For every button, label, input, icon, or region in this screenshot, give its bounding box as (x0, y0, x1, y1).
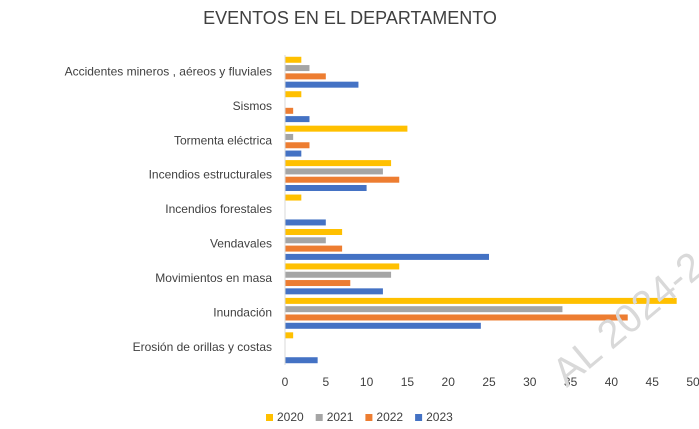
bar (285, 81, 359, 88)
bar (285, 306, 563, 313)
bar (285, 322, 481, 329)
bar (285, 91, 302, 98)
bar (285, 107, 294, 114)
bar (285, 219, 326, 226)
bar (285, 160, 392, 167)
bar (285, 65, 310, 72)
x-tick-label: 20 (442, 375, 456, 389)
x-tick-label: 50 (686, 375, 699, 389)
y-tick-label: Incendios forestales (165, 202, 272, 216)
x-tick-label: 30 (523, 375, 537, 389)
bar (285, 116, 310, 123)
bar (285, 168, 383, 175)
y-tick-label: Tormenta eléctrica (174, 133, 272, 147)
legend-label: 2022 (376, 410, 403, 424)
y-tick-label: Vendavales (210, 237, 272, 251)
bar (285, 125, 408, 132)
bar (285, 142, 310, 149)
bar (285, 280, 351, 287)
y-tick-label: Incendios estructurales (149, 168, 272, 182)
x-tick-label: 0 (282, 375, 289, 389)
x-tick-label: 35 (564, 375, 578, 389)
bar (285, 176, 400, 183)
bar (285, 263, 400, 270)
bar (285, 73, 326, 80)
bar (285, 297, 677, 304)
legend-swatch (415, 414, 423, 421)
legend-label: 2021 (327, 410, 354, 424)
x-tick-label: 40 (605, 375, 619, 389)
bar (285, 228, 343, 235)
bar (285, 133, 294, 140)
legend-label: 2020 (277, 410, 304, 424)
legend-swatch (266, 414, 273, 421)
bar (285, 271, 392, 278)
y-tick-label: Sismos (233, 99, 272, 113)
x-tick-label: 10 (360, 375, 374, 389)
bar (285, 245, 343, 252)
bar (285, 288, 383, 295)
bar (285, 314, 628, 321)
bar (285, 194, 302, 201)
x-tick-label: 45 (646, 375, 660, 389)
bar (285, 332, 294, 339)
y-tick-label: Accidentes mineros , aéreos y fluviales (65, 64, 272, 78)
legend-swatch (315, 414, 323, 421)
y-tick-label: Erosión de orillas y costas (133, 340, 272, 354)
y-tick-label: Inundación (213, 306, 272, 320)
legend-swatch (365, 414, 373, 421)
legend-label: 2023 (426, 410, 453, 424)
bar (285, 237, 326, 244)
x-tick-label: 5 (322, 375, 329, 389)
x-tick-label: 15 (401, 375, 415, 389)
bar (285, 56, 302, 63)
bar (285, 150, 302, 157)
chart-title: EVENTOS EN EL DEPARTAMENTO (203, 8, 497, 28)
x-tick-label: 25 (482, 375, 496, 389)
y-tick-label: Movimientos en masa (155, 271, 272, 285)
bar (285, 253, 489, 260)
bar (285, 357, 318, 364)
bar (285, 185, 367, 192)
